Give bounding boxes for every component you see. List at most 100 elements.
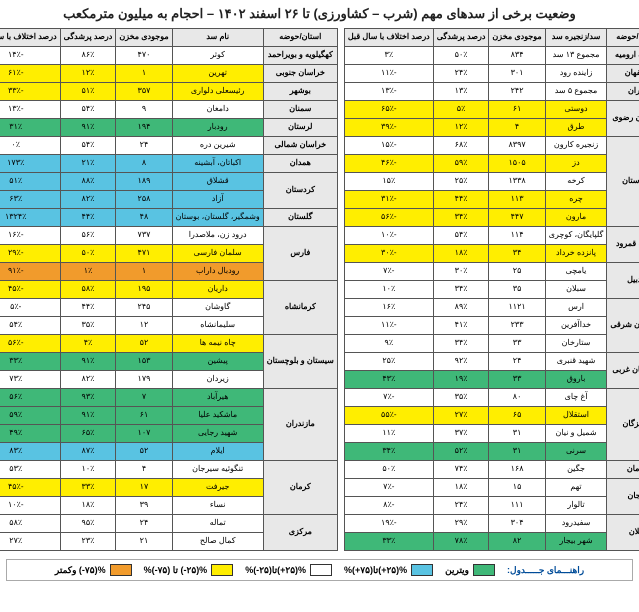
province-cell: خراسان جنوبی xyxy=(263,65,337,83)
data-cell: ۲۵۸ xyxy=(116,191,172,209)
data-cell: ۹۱٪ xyxy=(60,407,116,425)
data-cell: ۸۲ xyxy=(489,533,545,551)
data-cell: ۱۱۴ xyxy=(489,227,545,245)
data-cell: ۱۸٪ xyxy=(433,245,489,263)
data-cell: ۱۸۹ xyxy=(116,173,172,191)
data-cell: ۴۳٪ xyxy=(344,371,433,389)
col-header: موجودی مخزن xyxy=(489,29,545,47)
data-cell: ۹٪ xyxy=(344,335,433,353)
data-cell: ۱۵۰۵ xyxy=(489,155,545,173)
data-cell: ۸۷٪ xyxy=(60,443,116,461)
province-cell: گیلان xyxy=(607,515,639,551)
legend-item: %(۲۵+)تا(۷۵+)% xyxy=(344,564,433,576)
col-header: درصد پرشدگی xyxy=(433,29,489,47)
data-cell: ۲۹٪ xyxy=(433,515,489,533)
data-cell: ۱۳٪ xyxy=(433,83,489,101)
data-cell: ۲۴٪ xyxy=(433,65,489,83)
data-cell: -۱۴٪ xyxy=(0,47,60,65)
data-cell: ستارخان xyxy=(545,335,607,353)
legend-item: %(۲۵-) تا (۷۵-)% xyxy=(144,564,234,576)
data-cell: ۵٪ xyxy=(433,101,489,119)
legend-label: %(۲۵+)تا(۲۵-)% xyxy=(245,565,306,576)
data-cell: ۱٪ xyxy=(60,263,116,281)
tables-wrap: استان/حوضهسد/زنجیره سدموجودی مخزندرصد پر… xyxy=(6,28,633,551)
data-cell: ۷۳٪ xyxy=(0,371,60,389)
data-cell: جیرفت xyxy=(172,479,263,497)
data-cell: ۲۴۵ xyxy=(116,299,172,317)
province-cell: حوضه قمرود xyxy=(607,227,639,263)
data-cell: -۶۱٪ xyxy=(0,65,60,83)
data-cell: -۱۱٪ xyxy=(344,65,433,83)
data-cell: ۷ xyxy=(116,389,172,407)
data-cell: ۸۲٪ xyxy=(60,191,116,209)
province-cell: آذربایجان غربی xyxy=(607,353,639,389)
data-cell: ۶۵٪ xyxy=(60,425,116,443)
province-cell: خوزستان xyxy=(607,137,639,227)
legend-swatch xyxy=(473,564,495,576)
data-cell: ۸۶٪ xyxy=(60,47,116,65)
data-cell: ۶۱ xyxy=(116,407,172,425)
data-cell: ۶۳٪ xyxy=(0,191,60,209)
data-cell: چاه نیمه ها xyxy=(172,335,263,353)
province-cell: سمنان xyxy=(263,101,337,119)
data-cell: ۳۳٪ xyxy=(344,533,433,551)
data-cell: ۲۴٪ xyxy=(433,497,489,515)
data-cell: ۳۵۷ xyxy=(116,83,172,101)
data-cell: ۳۴٪ xyxy=(344,443,433,461)
data-cell: گاوشان xyxy=(172,299,263,317)
data-cell: ۸ xyxy=(116,155,172,173)
data-cell: زنجیره کارون xyxy=(545,137,607,155)
province-cell: هرمزگان xyxy=(607,389,639,461)
data-cell: ۱۱۲۱ xyxy=(489,299,545,317)
province-cell: دریاچه ارومیه xyxy=(607,47,639,65)
data-cell: شهید قنبری xyxy=(545,353,607,371)
data-cell: ۱۳۲۴٪ xyxy=(0,209,60,227)
province-cell: کرمان xyxy=(263,461,337,515)
legend-title: راهنـــمای جـــــدول: xyxy=(507,565,584,576)
data-cell: ۲۴ xyxy=(116,137,172,155)
data-cell: ۳۴٪ xyxy=(433,209,489,227)
data-cell: ۳٪ xyxy=(344,47,433,65)
data-cell: خداآفرین xyxy=(545,317,607,335)
data-cell: تماله xyxy=(172,515,263,533)
data-cell: ۱۷۹ xyxy=(116,371,172,389)
data-cell: -۱۳٪ xyxy=(344,83,433,101)
data-cell: ارس xyxy=(545,299,607,317)
col-header: استان/حوضه xyxy=(263,29,337,47)
col-header: موجودی مخزن xyxy=(116,29,172,47)
data-cell: ۱۵ xyxy=(489,479,545,497)
data-cell: شمیل و نیان xyxy=(545,425,607,443)
data-cell: ۵۸٪ xyxy=(0,515,60,533)
data-cell: ۵۶٪ xyxy=(0,389,60,407)
data-cell: -۳۱٪ xyxy=(344,191,433,209)
data-cell: -۹۱٪ xyxy=(0,263,60,281)
data-cell: ۴۱٪ xyxy=(433,317,489,335)
data-cell: ۱۵۳ xyxy=(116,353,172,371)
data-cell: تهم xyxy=(545,479,607,497)
data-cell: ۳۵٪ xyxy=(60,317,116,335)
province-cell: کهگیلویه و بویراحمد xyxy=(263,47,337,65)
data-cell: ۵۹٪ xyxy=(433,155,489,173)
data-cell: ۴۴٪ xyxy=(433,191,489,209)
data-cell: ۹۱٪ xyxy=(60,119,116,137)
data-cell: ۵۴٪ xyxy=(0,317,60,335)
legend-swatch xyxy=(211,564,233,576)
data-cell: ۵۲ xyxy=(116,443,172,461)
data-cell: ۳۵ xyxy=(489,281,545,299)
data-cell: ۹ xyxy=(116,101,172,119)
data-cell: ۲۱٪ xyxy=(60,155,116,173)
data-cell: زاینده رود xyxy=(545,65,607,83)
data-cell: ۴۷۰ xyxy=(116,47,172,65)
province-cell: تهران xyxy=(607,83,639,101)
data-cell: ۱ xyxy=(116,65,172,83)
data-cell: ۱۹۴ xyxy=(116,119,172,137)
data-cell: کوثر xyxy=(172,47,263,65)
data-cell: ۴۹٪ xyxy=(0,425,60,443)
data-cell: ماشکید علیا xyxy=(172,407,263,425)
left-table: استان/حوضهنام سدموجودی مخزندرصد پرشدگیدر… xyxy=(0,28,338,551)
data-cell: ۲۵٪ xyxy=(344,353,433,371)
data-cell: رودبار xyxy=(172,119,263,137)
data-cell: ۵۱٪ xyxy=(60,83,116,101)
legend-label: %(۲۵-) تا (۷۵-)% xyxy=(144,565,208,576)
col-header: سد/زنجیره سد xyxy=(545,29,607,47)
